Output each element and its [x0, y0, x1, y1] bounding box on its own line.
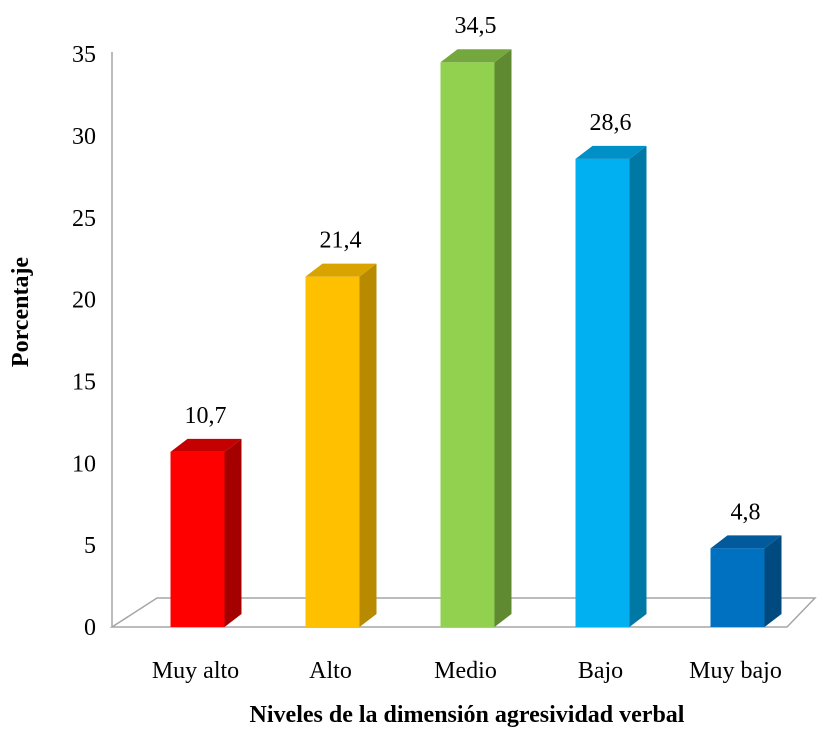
x-tick-label: Muy bajo	[689, 658, 782, 684]
y-axis-label: Porcentaje	[8, 257, 34, 368]
y-tick-label: 15	[72, 369, 96, 395]
chart-walls	[109, 52, 817, 628]
bars: 10,7 21,4 34,5 28,6 4,8	[170, 13, 782, 628]
y-tick-label: 20	[72, 288, 96, 314]
bar-top	[575, 145, 647, 159]
bar-side	[494, 49, 512, 628]
x-tick-label: Alto	[309, 658, 352, 684]
x-tick-label: Medio	[434, 658, 497, 684]
data-label: 34,5	[455, 13, 497, 39]
y-tick-label: 30	[72, 124, 96, 150]
x-axis-ticks: Muy alto Alto Medio Bajo Muy bajo	[152, 658, 782, 684]
bar-side	[224, 438, 242, 627]
data-label: 28,6	[590, 110, 632, 136]
data-label: 21,4	[320, 228, 362, 254]
floor	[109, 597, 817, 628]
bar-top	[170, 438, 242, 452]
bar-front	[170, 451, 225, 627]
bar-front	[575, 158, 630, 627]
x-tick-label: Muy alto	[152, 658, 239, 684]
data-label: 10,7	[185, 403, 227, 429]
bar: 10,7	[170, 403, 242, 627]
y-tick-label: 0	[84, 615, 96, 641]
y-tick-label: 35	[72, 42, 96, 68]
y-tick-label: 5	[84, 533, 96, 559]
y-tick-label: 25	[72, 206, 96, 232]
bar-top	[305, 263, 377, 277]
bar: 28,6	[575, 110, 647, 627]
y-axis-ticks: 0 5 10 15 20 25 30 35	[72, 42, 96, 641]
bar: 21,4	[305, 228, 377, 627]
bar-front	[305, 276, 360, 627]
bar-top	[710, 535, 782, 549]
data-label: 4,8	[731, 499, 761, 525]
bar-side	[629, 145, 647, 627]
y-tick-label: 10	[72, 451, 96, 477]
bar: 4,8	[710, 499, 782, 627]
bar-side	[359, 263, 377, 627]
bar-top	[440, 49, 512, 63]
x-tick-label: Bajo	[578, 658, 623, 684]
bar-front	[710, 548, 765, 627]
bar: 34,5	[440, 13, 512, 628]
bar-side	[764, 535, 782, 627]
bar-front	[440, 62, 495, 628]
x-axis-label: Niveles de la dimensión agresividad verb…	[250, 702, 685, 728]
